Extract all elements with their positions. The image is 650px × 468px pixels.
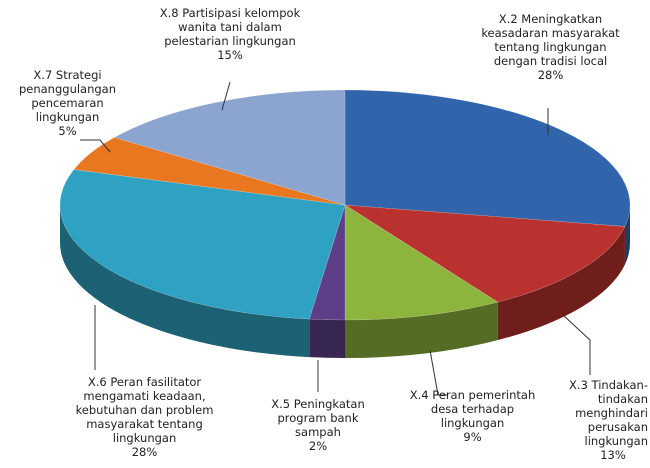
slice-side: [345, 302, 498, 358]
category-label: X.2 Meningkatkan keasadaran masyarakat t…: [481, 12, 620, 68]
leader-line: [562, 314, 591, 375]
category-label: X.8 Partisipasi kelompok wanita tani dal…: [159, 6, 301, 48]
slice: [73, 137, 346, 206]
slice-side: [309, 319, 345, 358]
value-label: 13%: [600, 448, 626, 462]
slice-label: X.7 Strategi penanggulangan pencemaran l…: [10, 68, 125, 138]
slice-side: [497, 226, 625, 341]
value-label: 2%: [308, 439, 328, 453]
value-label: 15%: [217, 48, 243, 62]
leader-line: [80, 139, 111, 153]
slice-label: X.3 Tindakan-tindakan menghindari perusa…: [548, 378, 648, 462]
slice: [59, 169, 346, 320]
category-label: X.7 Strategi penanggulangan pencemaran l…: [18, 68, 117, 124]
leader-line: [221, 81, 231, 111]
leader-line: [429, 349, 448, 396]
category-label: X.6 Peran fasilitator mengamati keadaan,…: [75, 375, 214, 445]
slice: [344, 89, 631, 227]
value-label: 5%: [58, 124, 77, 138]
category-label: X.4 Peran pemerintah desa terhadap lingk…: [409, 388, 536, 430]
category-label: X.5 Peningkatan program bank sampah: [271, 397, 365, 439]
slice-label: X.8 Partisipasi kelompok wanita tani dal…: [155, 6, 305, 62]
value-label: 28%: [537, 68, 564, 82]
category-label: X.3 Tindakan-tindakan menghindari perusa…: [569, 378, 648, 448]
slice: [113, 89, 346, 206]
slice-label: X.6 Peran fasilitator mengamati keadaan,…: [62, 375, 227, 459]
slice-side: [60, 205, 310, 358]
slice: [344, 204, 499, 321]
slice: [308, 204, 346, 321]
slice: [344, 204, 626, 303]
value-label: 28%: [131, 445, 158, 459]
slice-side: [624, 205, 630, 265]
slice-label: X.2 Meningkatkan keasadaran masyarakat t…: [478, 12, 623, 82]
slice-label: X.5 Peningkatan program bank sampah 2%: [263, 397, 373, 453]
value-label: 9%: [463, 430, 482, 444]
slice-label: X.4 Peran pemerintah desa terhadap lingk…: [405, 388, 540, 444]
